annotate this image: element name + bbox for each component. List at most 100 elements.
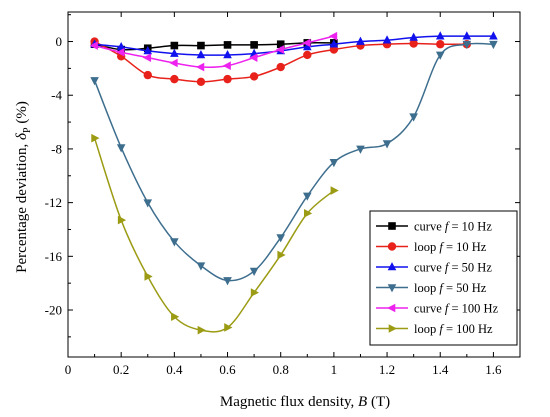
data-point-marker [116, 42, 126, 51]
series-4 [89, 31, 338, 72]
y-axis-title-suffix: (%) [14, 101, 30, 127]
x-tick-label: 0.8 [273, 362, 289, 377]
data-point-marker [249, 53, 258, 62]
y-tick-label: -8 [51, 141, 62, 156]
legend-item: loop f = 50 Hz [376, 281, 487, 295]
legend-label: loop f = 50 Hz [414, 281, 487, 295]
data-point-marker [382, 35, 392, 44]
legend-label: loop f = 100 Hz [414, 322, 493, 336]
x-axis-title-variable: B [358, 394, 367, 410]
x-axis-title-prefix: Magnetic flux density, [220, 394, 358, 410]
data-point-marker [117, 215, 127, 225]
legend-item: loop f = 10 Hz [376, 240, 487, 254]
x-tick-label: 1 [331, 362, 338, 377]
data-point-marker [170, 41, 179, 50]
data-point-marker [223, 277, 232, 286]
data-point-marker [89, 41, 98, 50]
y-tick-label: 0 [56, 34, 63, 49]
legend-label: curve f = 50 Hz [414, 261, 492, 275]
data-point-marker [90, 77, 99, 86]
x-tick-label: 1.2 [379, 362, 395, 377]
x-tick-label: 1.6 [485, 362, 502, 377]
data-point-marker [330, 186, 339, 195]
data-point-marker [197, 41, 205, 50]
y-tick-label: -16 [45, 249, 63, 264]
data-point-marker [169, 58, 178, 68]
data-point-marker [170, 74, 179, 84]
data-point-marker [489, 40, 498, 50]
legend-item: loop f = 100 Hz [376, 322, 493, 336]
plot-frame [67, 11, 521, 358]
data-point-marker [302, 42, 312, 51]
data-point-marker [276, 234, 286, 243]
y-axis-title-subscript: P [22, 127, 33, 133]
data-point-marker [276, 62, 285, 72]
x-axis-title-suffix: (T) [367, 394, 390, 410]
y-axis-title-variable: δ [14, 132, 30, 140]
data-point-marker [144, 272, 153, 281]
legend-label: loop f = 10 Hz [414, 240, 487, 254]
data-point-marker [143, 199, 153, 208]
legend-marker [387, 303, 396, 313]
data-point-marker [356, 145, 365, 154]
data-point-marker [436, 40, 445, 49]
series-5 [91, 133, 339, 335]
y-axis-title: Percentage deviation, δP (%) [14, 101, 33, 273]
data-point-marker [409, 113, 418, 122]
data-point-marker [196, 50, 206, 59]
data-point-marker [328, 31, 338, 41]
data-point-marker [462, 40, 472, 50]
data-point-marker [196, 262, 206, 271]
legend-marker [387, 242, 397, 251]
data-point-marker [435, 51, 445, 60]
data-point-marker [171, 312, 180, 322]
data-point-marker [409, 32, 418, 41]
data-point-marker [197, 325, 206, 335]
data-point-marker [489, 31, 498, 40]
data-point-marker [170, 238, 179, 247]
x-tick-label: 0.6 [219, 362, 236, 377]
data-point-marker [116, 144, 126, 153]
legend-label: curve f = 10 Hz [414, 220, 492, 234]
data-point-marker [277, 250, 286, 260]
y-axis-title-prefix: Percentage deviation, [14, 140, 30, 273]
data-point-marker [302, 192, 312, 201]
data-point-marker [249, 72, 259, 81]
x-tick-label: 0.4 [166, 362, 183, 377]
data-point-marker [329, 159, 339, 168]
data-point-marker [435, 31, 445, 40]
data-point-marker [170, 48, 179, 57]
data-point-marker [303, 50, 312, 60]
data-point-marker [142, 53, 152, 62]
data-point-marker [302, 38, 311, 48]
y-tick-label: -20 [45, 303, 62, 318]
data-point-marker [116, 47, 125, 57]
x-tick-label: 1.4 [432, 362, 449, 377]
legend-marker [387, 262, 397, 271]
legend-label: curve f = 100 Hz [414, 302, 499, 316]
data-point-marker [223, 74, 232, 84]
x-tick-label: 0 [65, 362, 72, 377]
data-point-marker [196, 77, 206, 87]
data-point-marker [222, 61, 231, 70]
series-line [94, 35, 494, 56]
data-point-marker [329, 39, 339, 48]
data-point-marker [250, 288, 260, 297]
series-3 [90, 40, 498, 286]
legend-item: curve f = 100 Hz [376, 302, 499, 316]
series-0 [90, 39, 338, 54]
data-point-marker [143, 46, 153, 55]
data-point-marker [223, 50, 232, 59]
data-point-marker [249, 267, 259, 276]
legend-marker [388, 324, 397, 333]
data-point-marker [143, 70, 152, 80]
data-point-marker [462, 31, 472, 40]
data-point-marker [382, 140, 392, 149]
data-point-marker [223, 41, 232, 49]
data-point-marker [276, 40, 285, 49]
data-point-marker [224, 323, 233, 332]
legend-item: curve f = 10 Hz [376, 220, 492, 234]
series-line [93, 137, 335, 333]
legend-marker [387, 284, 397, 293]
